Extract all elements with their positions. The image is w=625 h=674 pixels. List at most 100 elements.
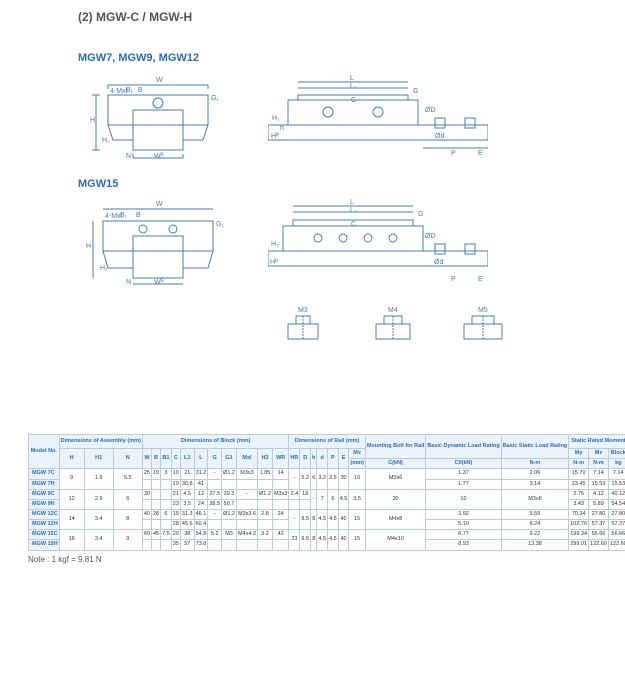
sub-hr: HR: [289, 449, 300, 469]
sub-c0kn: C0(kN): [426, 459, 501, 469]
data-table-wrap: Model No. Dimensions of Assembly (mm) Di…: [28, 434, 605, 564]
sub-l: L: [194, 449, 208, 469]
svg-text:M4: M4: [388, 307, 398, 314]
svg-text:h: h: [280, 125, 284, 132]
sub-n: N: [113, 449, 142, 469]
sub-dd: d: [317, 449, 328, 469]
table-row: MGW 15C163.4960457.5203854.85.2M3M4x4.23…: [29, 530, 625, 540]
svg-text:4-Mxl: 4-Mxl: [110, 88, 128, 95]
side-view-mgw15: L L₁ C G ØD Ød H₁ Hᴿ P E: [268, 196, 488, 286]
svg-text:Ød: Ød: [435, 133, 444, 140]
svg-text:G₁: G₁: [216, 221, 224, 228]
sub-mz: Mz: [589, 449, 609, 459]
side-view-mgw7-9-12: L L₁ C G ØD Ød H₁ Hᴿ h P E: [268, 70, 488, 160]
svg-text:ØD: ØD: [425, 107, 436, 114]
svg-text:Wᴿ: Wᴿ: [154, 153, 165, 160]
sub-ckn: C(kN): [365, 459, 425, 469]
sub-nm3: N-m: [589, 459, 609, 469]
svg-text:P: P: [451, 276, 456, 283]
bolt-diagrams: M3 M4 M5: [278, 304, 605, 344]
hdr-assy: Dimensions of Assembly (mm): [59, 435, 142, 449]
svg-text:Hᴿ: Hᴿ: [270, 259, 279, 266]
sub-mm: (mm): [349, 459, 365, 469]
hdr-rail: Dimensions of Rail (mm): [289, 435, 365, 449]
bolt-m4: M4: [368, 304, 418, 344]
svg-text:B₁: B₁: [126, 87, 134, 94]
diagram-row-2: W B B₁ G₁ 4-Mxl H H₂ N Wᴿ L L₁: [78, 196, 605, 286]
sub-e: E: [338, 449, 349, 469]
svg-text:Ød: Ød: [434, 259, 443, 266]
svg-text:ØD: ØD: [425, 233, 436, 240]
table-row: MGW 7C91.95.525193102131.2-Ø1.2M3x31.851…: [29, 469, 625, 479]
svg-text:H: H: [86, 243, 91, 250]
cross-section-mgw7-9-12: W B B₁ G₁ 4-Mxl H H₂ N Wᴿ: [78, 70, 238, 160]
table-body: MGW 7C91.95.525193102131.2-Ø1.2M3x31.851…: [29, 469, 625, 550]
svg-text:L₁: L₁: [350, 83, 357, 90]
sub-blk: Block: [608, 449, 625, 459]
svg-text:Wᴿ: Wᴿ: [154, 279, 165, 286]
svg-text:E: E: [478, 150, 483, 157]
svg-text:M3: M3: [298, 307, 308, 314]
svg-text:L: L: [350, 75, 354, 82]
bolt-m5: M5: [458, 304, 508, 344]
svg-text:H₂: H₂: [102, 137, 110, 144]
sub-h2: H2: [258, 449, 273, 469]
svg-text:G: G: [413, 88, 418, 95]
note: Note : 1 kgf = 9.81 N: [28, 555, 605, 564]
svg-text:L: L: [350, 199, 354, 206]
sub-mx: Mx: [349, 449, 365, 459]
svg-text:C: C: [351, 221, 356, 228]
svg-text:E: E: [478, 276, 483, 283]
svg-text:B: B: [138, 87, 143, 94]
sub-g1: G1: [222, 449, 237, 469]
svg-text:G: G: [418, 211, 423, 218]
sub-mxl: Mxl: [236, 449, 257, 469]
svg-text:N: N: [126, 279, 131, 286]
svg-text:H: H: [90, 117, 95, 124]
svg-text:B: B: [136, 212, 141, 219]
svg-text:H₂: H₂: [100, 265, 108, 272]
svg-text:4-Mxl: 4-Mxl: [105, 213, 123, 220]
sub-b1: B1: [161, 449, 172, 469]
hdr-moment: Static Rated Moment: [569, 435, 625, 449]
svg-text:G₁: G₁: [211, 95, 219, 102]
hdr-stat: Basic Static Load Rating: [501, 435, 569, 459]
sub-d: D: [300, 449, 311, 469]
data-table: Model No. Dimensions of Assembly (mm) Di…: [28, 434, 625, 551]
svg-text:P: P: [451, 150, 456, 157]
svg-text:W: W: [156, 201, 163, 208]
subhead-mgw7-9-12: MGW7, MGW9, MGW12: [78, 52, 605, 64]
sub-nm1: N-m: [501, 459, 569, 469]
sub-b: B: [151, 449, 160, 469]
svg-text:L₁: L₁: [350, 207, 357, 214]
sub-my: My: [569, 449, 589, 459]
section-title: (2) MGW-C / MGW-H: [78, 10, 605, 24]
hdr-model: Model No.: [29, 435, 60, 469]
sub-kg: kg: [608, 459, 625, 469]
sub-nm2: N-m: [569, 459, 589, 469]
svg-text:H₁: H₁: [271, 241, 279, 248]
sub-g: G: [208, 449, 222, 469]
sub-w: W: [142, 449, 151, 469]
svg-text:W: W: [156, 77, 163, 84]
hdr-block: Dimensions of Block (mm): [142, 435, 289, 449]
subhead-mgw15: MGW15: [78, 178, 605, 190]
table-row: MGW 9C122.9630214.51227.539.3-Ø1.2M3x32.…: [29, 489, 625, 499]
svg-text:H₁: H₁: [272, 115, 280, 122]
sub-h: H: [59, 449, 84, 469]
svg-text:N: N: [126, 153, 131, 160]
sub-c: C: [171, 449, 180, 469]
sub-p: P: [328, 449, 339, 469]
svg-text:C: C: [351, 97, 356, 104]
hdr-dyn: Basic Dynamic Load Rating: [426, 435, 501, 459]
sub-h1: H1: [84, 449, 113, 469]
svg-text:Hᴿ: Hᴿ: [271, 133, 280, 140]
svg-text:M5: M5: [478, 307, 488, 314]
bolt-m3: M3: [278, 304, 328, 344]
cross-section-mgw15: W B B₁ G₁ 4-Mxl H H₂ N Wᴿ: [78, 196, 238, 286]
sub-l1: L1: [180, 449, 194, 469]
hdr-bolt: Mounting Bolt for Rail: [365, 435, 425, 459]
diagram-row-1: W B B₁ G₁ 4-Mxl H H₂ N Wᴿ L L: [78, 70, 605, 160]
table-row: MGW 12C143.48402861531.346.1-Ø1.2M3x3.62…: [29, 509, 625, 519]
sub-wr: WR: [272, 449, 288, 469]
